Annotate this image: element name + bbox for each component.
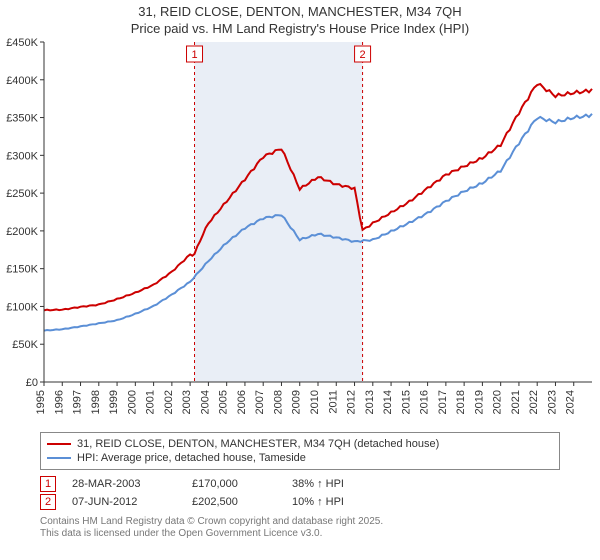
- svg-text:2: 2: [360, 49, 366, 61]
- sale-date: 28-MAR-2003: [72, 478, 192, 490]
- svg-text:2016: 2016: [419, 390, 431, 414]
- svg-text:£100K: £100K: [6, 301, 38, 313]
- svg-text:2014: 2014: [382, 390, 394, 414]
- svg-text:2007: 2007: [254, 390, 266, 414]
- svg-text:£400K: £400K: [6, 75, 38, 87]
- sale-delta: 10% ↑ HPI: [292, 496, 344, 508]
- legend: 31, REID CLOSE, DENTON, MANCHESTER, M34 …: [40, 432, 560, 470]
- svg-text:2022: 2022: [528, 390, 540, 414]
- svg-text:2009: 2009: [291, 390, 303, 414]
- legend-label: 31, REID CLOSE, DENTON, MANCHESTER, M34 …: [77, 438, 439, 450]
- svg-text:£450K: £450K: [6, 38, 38, 49]
- svg-text:1995: 1995: [35, 390, 47, 414]
- sale-row: 2 07-JUN-2012 £202,500 10% ↑ HPI: [40, 494, 560, 510]
- legend-row: HPI: Average price, detached house, Tame…: [47, 451, 553, 465]
- svg-text:2003: 2003: [181, 390, 193, 414]
- svg-text:£250K: £250K: [6, 188, 38, 200]
- sale-price: £170,000: [192, 478, 292, 490]
- svg-text:2020: 2020: [492, 390, 504, 414]
- chart-title: 31, REID CLOSE, DENTON, MANCHESTER, M34 …: [0, 0, 600, 38]
- svg-text:2018: 2018: [455, 390, 467, 414]
- svg-text:2021: 2021: [510, 390, 522, 414]
- svg-text:2008: 2008: [272, 390, 284, 414]
- legend-label: HPI: Average price, detached house, Tame…: [77, 452, 306, 464]
- svg-text:2012: 2012: [346, 390, 358, 414]
- svg-text:2013: 2013: [364, 390, 376, 414]
- footer-line-1: Contains HM Land Registry data © Crown c…: [40, 516, 560, 529]
- chart-area: £0 £50K £100K £150K £200K £250K £300K £350K £400…: [0, 38, 600, 428]
- svg-text:2019: 2019: [473, 390, 485, 414]
- footer-line-2: This data is licensed under the Open Gov…: [40, 528, 560, 541]
- svg-text:£200K: £200K: [6, 226, 38, 238]
- svg-text:2017: 2017: [437, 390, 449, 414]
- svg-text:2023: 2023: [546, 390, 558, 414]
- sale-date: 07-JUN-2012: [72, 496, 192, 508]
- svg-text:1998: 1998: [90, 390, 102, 414]
- sale-delta: 38% ↑ HPI: [292, 478, 344, 490]
- legend-swatch: [47, 457, 71, 459]
- svg-text:£300K: £300K: [6, 150, 38, 162]
- legend-swatch: [47, 443, 71, 445]
- line-chart: £0 £50K £100K £150K £200K £250K £300K £350K £400…: [0, 38, 600, 428]
- svg-text:£50K: £50K: [12, 339, 38, 351]
- svg-text:£0: £0: [26, 377, 38, 389]
- title-line-1: 31, REID CLOSE, DENTON, MANCHESTER, M34 …: [0, 4, 600, 21]
- svg-text:£150K: £150K: [6, 263, 38, 275]
- svg-text:2015: 2015: [400, 390, 412, 414]
- svg-text:2000: 2000: [126, 390, 138, 414]
- svg-text:2011: 2011: [327, 390, 339, 414]
- sale-price: £202,500: [192, 496, 292, 508]
- svg-text:2001: 2001: [145, 390, 157, 414]
- footer: Contains HM Land Registry data © Crown c…: [40, 516, 560, 541]
- svg-text:2006: 2006: [236, 390, 248, 414]
- svg-text:2004: 2004: [199, 390, 211, 414]
- sale-marker-2: 2: [40, 494, 56, 510]
- svg-text:1996: 1996: [53, 390, 65, 414]
- svg-text:1999: 1999: [108, 390, 120, 414]
- svg-text:1: 1: [191, 49, 197, 61]
- svg-text:2002: 2002: [163, 390, 175, 414]
- title-line-2: Price paid vs. HM Land Registry's House …: [0, 21, 600, 38]
- svg-text:2024: 2024: [565, 390, 577, 414]
- legend-row: 31, REID CLOSE, DENTON, MANCHESTER, M34 …: [47, 437, 553, 451]
- svg-text:2005: 2005: [218, 390, 230, 414]
- sale-marker-1: 1: [40, 476, 56, 492]
- svg-text:£350K: £350K: [6, 112, 38, 124]
- sale-row: 1 28-MAR-2003 £170,000 38% ↑ HPI: [40, 476, 560, 492]
- svg-text:2010: 2010: [309, 390, 321, 414]
- svg-text:1997: 1997: [72, 390, 84, 414]
